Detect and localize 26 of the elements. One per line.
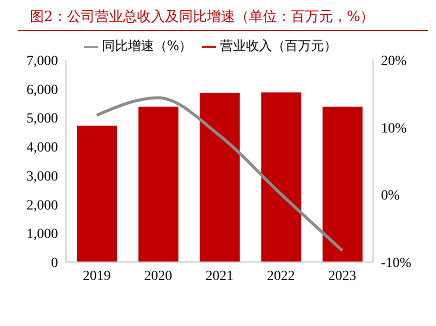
y-tick-label: 4,000 <box>26 140 58 156</box>
bar <box>77 126 117 262</box>
legend-label: 营业收入（百万元） <box>220 39 338 54</box>
chart-title: 图2：公司营业总收入及同比增速（单位：百万元，%） <box>18 8 428 31</box>
x-tick-label: 2020 <box>144 268 172 284</box>
x-tick-label: 2022 <box>266 268 295 284</box>
y-tick-label: 7,000 <box>26 54 58 69</box>
bar <box>200 92 240 262</box>
x-tick-label: 2021 <box>206 268 234 284</box>
y-tick-label: 5,000 <box>26 112 58 127</box>
y2-tick-label: 20% <box>381 54 407 69</box>
bar <box>322 106 363 262</box>
y2-tick-label: -10% <box>381 256 412 271</box>
bar <box>261 92 302 262</box>
x-tick-label: 2019 <box>82 268 111 284</box>
y-tick-label: 6,000 <box>26 82 58 98</box>
y-tick-label: 2,000 <box>26 198 58 214</box>
line-series <box>95 96 344 252</box>
y2-tick-label: 0% <box>381 188 400 204</box>
x-tick-label: 2023 <box>328 268 356 284</box>
y-tick-label: 0 <box>51 256 58 271</box>
legend-label: 同比增速（%） <box>102 39 192 54</box>
bar <box>138 106 178 262</box>
y-tick-label: 3,000 <box>26 169 58 184</box>
y-tick-label: 1,000 <box>26 227 58 242</box>
y2-tick-label: 10% <box>381 121 407 136</box>
